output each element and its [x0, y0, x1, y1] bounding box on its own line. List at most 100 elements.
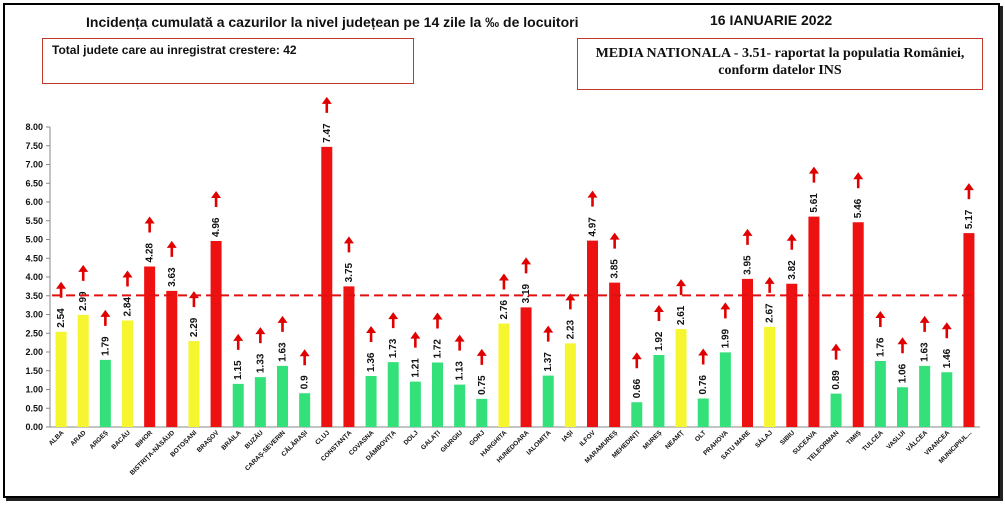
trend-up-arrow-icon [919, 315, 930, 323]
value-label: 4.97 [588, 217, 599, 237]
trend-up-arrow-icon [454, 334, 465, 342]
value-label: 1.33 [255, 353, 266, 373]
bar [277, 365, 288, 427]
value-label: 1.13 [455, 361, 466, 381]
trend-up-arrow-icon [432, 312, 443, 320]
trend-up-arrow-icon [941, 322, 952, 330]
bar [520, 307, 532, 427]
category-label: ARGEȘ [88, 429, 110, 451]
category-label: BIHOR [134, 429, 154, 449]
value-label: 1.99 [720, 328, 731, 348]
category-label: ILFOV [578, 429, 597, 448]
trend-up-arrow-icon [653, 305, 664, 312]
trend-up-arrow-icon [676, 279, 687, 287]
trend-up-arrow-icon [78, 264, 89, 272]
bar [166, 290, 178, 427]
bar [210, 241, 222, 427]
y-tick-label: 8.00 [25, 122, 43, 132]
value-label: 2.67 [765, 303, 776, 323]
bar [941, 372, 953, 427]
value-label: 1.37 [543, 352, 554, 372]
growth-count-text: Total judete care au inregistrat crester… [52, 43, 297, 57]
y-tick-label: 1.00 [25, 385, 43, 395]
trend-up-arrow-icon [166, 240, 177, 248]
y-tick-label: 0.50 [25, 403, 43, 413]
trend-up-arrow-icon [521, 257, 532, 265]
value-label: 2.23 [565, 319, 576, 339]
bar [365, 376, 377, 427]
bar [609, 282, 621, 427]
trend-up-arrow-icon [720, 302, 731, 310]
value-label: 3.95 [743, 255, 754, 275]
trend-up-arrow-icon [321, 96, 332, 104]
bar [719, 352, 731, 427]
trend-up-arrow-icon [698, 348, 709, 356]
category-label: BRAȘOV [196, 429, 221, 454]
value-label: 2.99 [78, 291, 89, 311]
y-tick-label: 3.00 [25, 310, 43, 320]
trend-up-arrow-icon [211, 191, 222, 198]
bar [409, 381, 421, 427]
trend-up-arrow-icon [808, 166, 819, 174]
trend-up-arrow-icon [853, 172, 864, 180]
bar [653, 355, 665, 427]
y-tick-label: 6.50 [25, 178, 43, 188]
category-label: SIBIU [779, 429, 796, 446]
category-label: IAȘI [561, 429, 575, 443]
trend-up-arrow-icon [897, 337, 908, 345]
y-tick-label: 4.00 [25, 272, 43, 282]
value-label: 5.61 [809, 193, 820, 213]
value-label: 3.19 [521, 283, 532, 303]
value-label: 3.85 [610, 259, 621, 279]
trend-up-arrow-icon [277, 315, 288, 323]
bar [122, 320, 133, 427]
category-label: OLT [694, 429, 708, 443]
trend-up-arrow-icon [565, 293, 576, 301]
bar [852, 222, 864, 427]
value-label: 0.66 [632, 378, 643, 398]
bar [254, 377, 266, 427]
bar [542, 375, 554, 427]
category-label: VASLUI [885, 429, 907, 451]
value-label: 2.54 [56, 308, 67, 328]
trend-up-arrow-icon [476, 348, 487, 356]
trend-up-arrow-icon [388, 312, 399, 320]
bar [897, 387, 908, 427]
value-label: 1.36 [366, 352, 377, 372]
category-label: NEAMȚ [664, 429, 685, 450]
value-label: 1.15 [233, 360, 244, 380]
bar [963, 233, 975, 427]
category-label: TIMIȘ [845, 429, 863, 447]
trend-up-arrow-icon [255, 327, 266, 335]
y-tick-label: 4.50 [25, 253, 43, 263]
value-label: 3.63 [167, 267, 178, 287]
value-label: 1.73 [388, 338, 399, 358]
value-label: 5.17 [964, 209, 975, 229]
value-label: 1.63 [278, 342, 289, 362]
bar [919, 365, 931, 427]
bar [321, 146, 333, 427]
bar [808, 216, 820, 427]
value-label: 4.96 [211, 217, 222, 237]
bar [232, 383, 244, 427]
trend-up-arrow-icon [144, 216, 155, 224]
trend-up-arrow-icon [764, 276, 775, 284]
category-label: BACĂU [109, 428, 132, 451]
y-tick-label: 0.00 [25, 422, 43, 432]
bar [498, 323, 510, 427]
value-label: 2.76 [499, 300, 510, 320]
report-date: 16 IANUARIE 2022 [710, 12, 833, 28]
trend-up-arrow-icon [122, 270, 133, 278]
trend-up-arrow-icon [366, 326, 377, 333]
y-tick-label: 5.50 [25, 216, 43, 226]
value-label: 1.06 [898, 363, 909, 383]
value-label: 5.46 [853, 198, 864, 218]
bar [764, 326, 776, 427]
value-label: 7.47 [322, 123, 333, 143]
trend-up-arrow-icon [875, 311, 886, 318]
category-label: SĂLAJ [753, 428, 775, 450]
value-label: 2.84 [123, 297, 134, 317]
category-label: DOLJ [403, 429, 420, 446]
category-label: TULCEA [861, 429, 885, 453]
category-label: GORJ [468, 429, 486, 447]
